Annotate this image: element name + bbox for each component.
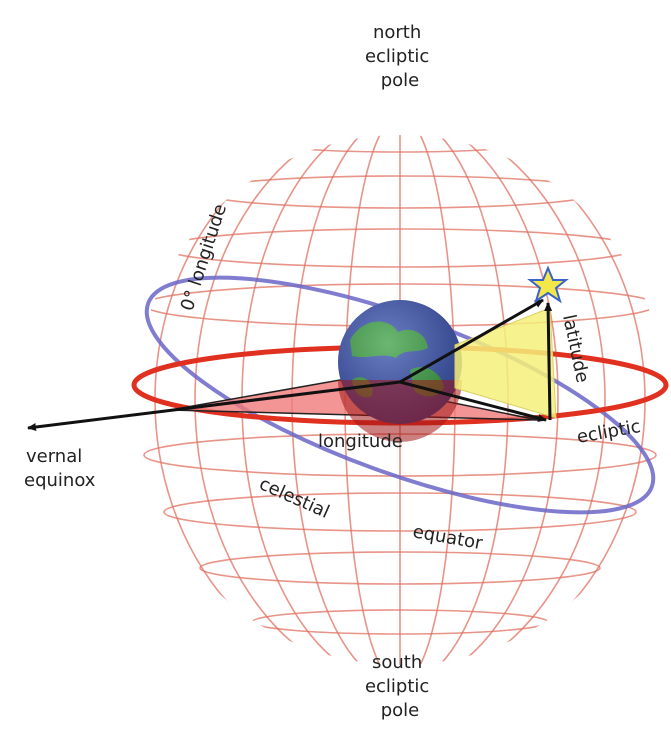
longitude-label: longitude <box>318 431 403 452</box>
equator-label: equator <box>411 521 485 554</box>
star-direction-arrow <box>399 298 544 384</box>
coordinate-arrows <box>27 298 553 431</box>
celestial-label: celestial <box>256 473 333 522</box>
star-icon <box>527 265 569 304</box>
vernal-equinox-label: vernal equinox <box>24 446 96 491</box>
north-pole-label: north ecliptic pole <box>365 22 435 91</box>
earth-icon <box>338 300 462 442</box>
south-pole-label: south ecliptic pole <box>365 652 435 721</box>
latitude-label: latitude <box>558 313 593 385</box>
longitude-arrow <box>399 380 547 422</box>
latitude-arrow <box>544 302 553 421</box>
vernal-equinox-arrow <box>27 380 401 431</box>
